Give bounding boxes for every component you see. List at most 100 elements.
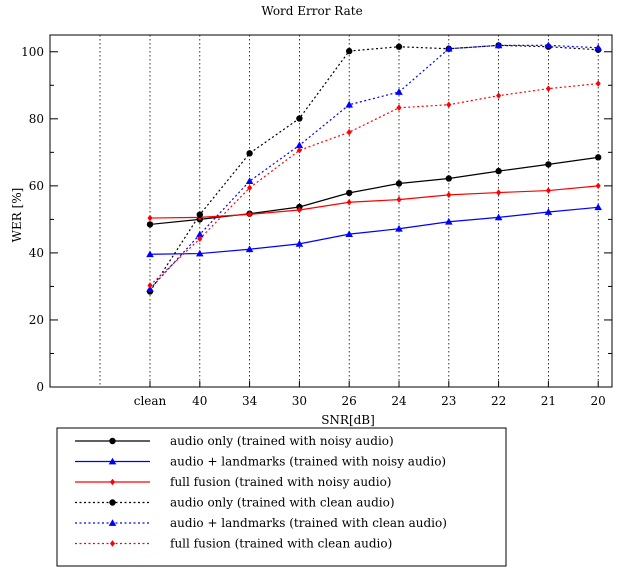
data-point [245, 177, 254, 185]
data-point [496, 189, 502, 196]
legend-entry: full fusion (trained with clean audio) [75, 537, 392, 551]
legend-entry: full fusion (trained with noisy audio) [75, 475, 391, 489]
series-line [149, 44, 599, 290]
data-point [445, 44, 453, 52]
data-point [147, 214, 153, 222]
legend-marker [109, 499, 116, 506]
x-tick-label: clean [134, 394, 167, 408]
legend-label: audio + landmarks (trained with noisy au… [170, 455, 446, 469]
data-point [346, 47, 353, 55]
legend-marker [109, 478, 116, 486]
data-point [496, 92, 502, 99]
chart-title: Word Error Rate [261, 4, 362, 18]
legend-label: audio + landmarks (trained with clean au… [170, 516, 447, 530]
data-point [196, 211, 203, 218]
x-tick-label: 24 [391, 394, 407, 408]
data-point [395, 180, 403, 187]
data-point [296, 115, 303, 122]
data-point [395, 43, 403, 50]
legend-label: full fusion (trained with noisy audio) [170, 475, 391, 489]
data-point [545, 161, 552, 168]
data-point [247, 184, 253, 192]
data-point [395, 88, 403, 95]
legend-box [56, 427, 507, 567]
data-point [396, 104, 402, 111]
data-point [345, 230, 353, 237]
series-6 [147, 80, 601, 289]
legend-marker [108, 457, 117, 465]
y-axis-label: WER [%] [10, 188, 24, 243]
y-tick-label: 40 [29, 246, 44, 260]
y-tick-label: 80 [29, 112, 44, 126]
data-point [445, 217, 453, 225]
data-point [245, 245, 254, 253]
series-line [149, 156, 599, 226]
series-5 [146, 41, 602, 292]
data-point [247, 211, 253, 218]
y-tick-label: 0 [36, 380, 44, 394]
data-point [495, 167, 502, 175]
series-layer [146, 41, 602, 295]
legend-marker [108, 519, 117, 526]
data-point [196, 249, 204, 257]
series-4 [146, 42, 602, 295]
data-point [545, 85, 551, 92]
series-line [149, 206, 599, 255]
data-point [595, 154, 602, 161]
data-point [396, 196, 402, 203]
legend-entry: audio + landmarks (trained with noisy au… [75, 455, 446, 469]
data-point [196, 230, 204, 238]
data-point [544, 41, 553, 49]
x-tick-label: 30 [292, 394, 307, 408]
series-line [149, 83, 599, 286]
data-point [595, 182, 601, 190]
data-point [296, 206, 302, 214]
series-2 [146, 203, 602, 258]
data-point [147, 282, 153, 289]
x-tick-label: 40 [192, 394, 207, 408]
x-tick-label: 34 [242, 394, 258, 408]
legend-marker [109, 540, 116, 547]
data-point [594, 43, 602, 51]
data-point [446, 101, 452, 108]
data-point [595, 80, 601, 87]
legend-entry: audio + landmarks (trained with clean au… [75, 516, 447, 530]
data-point [146, 221, 154, 228]
legend-label: audio only (trained with noisy audio) [170, 434, 394, 448]
data-point [295, 240, 304, 247]
legend: audio only (trained with noisy audio) aud… [75, 434, 447, 551]
legend-label: full fusion (trained with clean audio) [170, 537, 392, 551]
x-tick-label: 21 [541, 394, 556, 408]
data-point [395, 224, 403, 232]
data-point [346, 129, 352, 136]
grid-lines [99, 35, 599, 387]
data-point [494, 213, 503, 221]
data-point [594, 203, 602, 211]
x-axis-label: SNR[dB] [321, 413, 375, 427]
data-point [296, 147, 302, 154]
y-tick-label: 100 [21, 45, 44, 59]
data-point [345, 100, 353, 108]
data-point [246, 150, 253, 157]
data-point [346, 189, 353, 197]
legend-marker [109, 437, 116, 445]
y-tick-label: 60 [29, 179, 44, 193]
plot-frame [49, 34, 613, 388]
legend-entry: audio only (trained with clean audio) [75, 496, 395, 510]
x-tick-label: 20 [591, 394, 606, 408]
y-tick-label: 20 [29, 313, 44, 327]
axis-ticks: clean 40 34 30 26 24 23 22 21 20 0 20 40 60 80 100 [21, 45, 612, 408]
data-point [197, 235, 203, 243]
series-line [149, 185, 599, 219]
data-point [146, 285, 154, 292]
data-point [494, 41, 503, 49]
data-point [544, 208, 553, 215]
data-point [445, 175, 452, 182]
legend-label: audio only (trained with clean audio) [170, 496, 395, 510]
x-tick-label: 22 [491, 394, 506, 408]
x-tick-label: 23 [441, 394, 456, 408]
data-point [346, 199, 352, 206]
series-line [149, 44, 599, 292]
x-tick-label: 26 [342, 394, 357, 408]
